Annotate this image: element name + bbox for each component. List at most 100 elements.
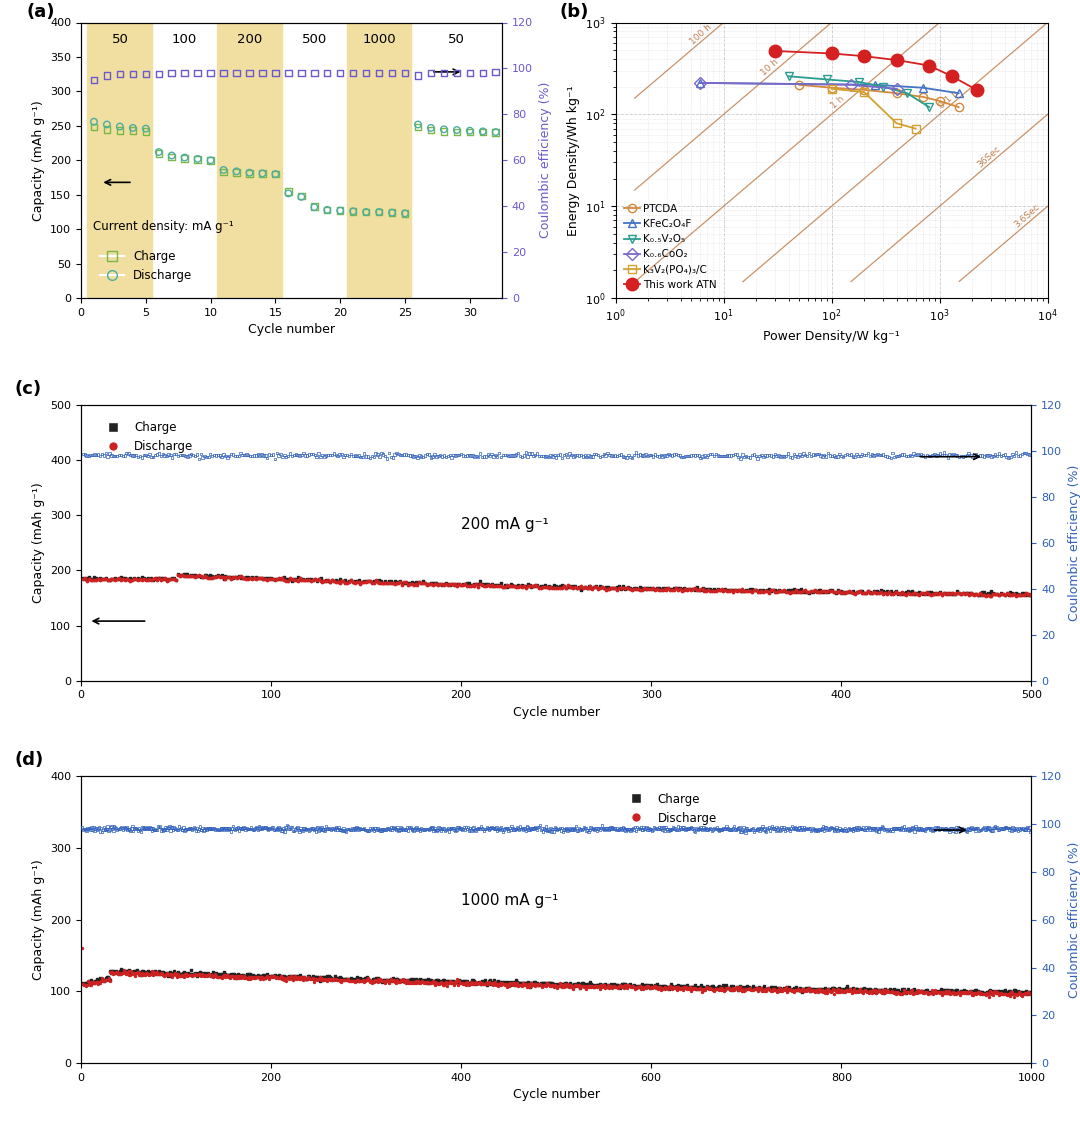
Point — [363, 573, 380, 591]
Point — [492, 574, 510, 592]
Point — [140, 818, 158, 836]
Point — [499, 820, 516, 838]
Point — [531, 975, 549, 993]
Point — [77, 974, 94, 992]
Point — [766, 820, 783, 838]
Point — [437, 448, 455, 466]
Point — [540, 820, 557, 838]
Point — [438, 972, 456, 990]
Point — [475, 576, 492, 594]
Point — [281, 820, 298, 838]
Point — [600, 979, 618, 997]
Point — [204, 963, 221, 981]
Point — [414, 971, 431, 989]
Point — [306, 820, 323, 838]
Point — [553, 819, 570, 837]
Point — [356, 972, 374, 990]
Point — [644, 979, 661, 997]
Point — [916, 983, 933, 1001]
Point — [346, 971, 363, 989]
Point — [404, 820, 421, 838]
Point — [876, 820, 893, 838]
Point — [185, 566, 202, 584]
Point — [702, 980, 719, 998]
Point — [1015, 444, 1032, 462]
Point — [335, 572, 352, 590]
Point — [190, 566, 207, 584]
Point — [137, 819, 154, 837]
K₀.₆CoO₂ — [890, 82, 903, 96]
Point — [104, 963, 121, 981]
Text: (b): (b) — [559, 3, 589, 21]
Point — [513, 576, 530, 594]
Point — [913, 584, 930, 602]
Point — [186, 966, 203, 984]
Point — [393, 971, 410, 989]
Point — [572, 820, 590, 838]
Point — [995, 819, 1012, 837]
Point — [600, 579, 618, 597]
Point — [315, 971, 333, 989]
Point — [960, 984, 977, 1002]
Point — [981, 584, 998, 602]
Point — [572, 975, 590, 993]
Point — [227, 968, 244, 986]
Point — [119, 821, 136, 839]
Point — [141, 819, 159, 837]
Point — [766, 980, 783, 998]
Point — [303, 969, 321, 987]
Point — [227, 969, 244, 987]
Point — [958, 822, 975, 840]
Point — [633, 975, 650, 993]
Point — [804, 821, 821, 839]
Point — [159, 819, 176, 837]
Point — [383, 972, 401, 990]
Point — [834, 980, 851, 998]
This work ATN — [825, 47, 838, 61]
Point — [346, 572, 363, 590]
Point — [935, 983, 953, 1001]
Point — [455, 974, 472, 992]
Point — [741, 980, 758, 998]
Point — [576, 818, 593, 836]
Point — [417, 974, 434, 992]
Point — [536, 820, 553, 838]
Point — [1013, 586, 1030, 604]
Point — [862, 982, 879, 1000]
Point — [365, 973, 382, 991]
Point — [569, 974, 586, 992]
Point — [675, 580, 692, 598]
Point — [267, 821, 284, 839]
Point — [305, 446, 322, 463]
Point — [697, 819, 714, 837]
Point — [283, 970, 300, 988]
Point — [505, 972, 523, 990]
Point — [206, 965, 224, 983]
Point — [645, 821, 662, 839]
Point — [513, 578, 530, 596]
Point — [887, 983, 904, 1001]
Point — [283, 570, 300, 588]
Point — [956, 983, 973, 1001]
Point — [87, 973, 105, 991]
Point — [631, 978, 648, 996]
Point — [151, 965, 168, 983]
Point — [297, 447, 314, 465]
Point — [990, 986, 1008, 1004]
Point — [252, 966, 269, 984]
Point — [680, 580, 698, 598]
Point — [122, 963, 139, 981]
Point — [388, 971, 405, 989]
Point — [752, 820, 769, 838]
Point — [218, 966, 235, 984]
Point — [440, 974, 457, 992]
Point — [733, 582, 751, 600]
Point — [469, 974, 486, 992]
Point — [890, 981, 907, 999]
Point — [441, 974, 458, 992]
Point — [993, 819, 1010, 837]
Point — [380, 575, 397, 593]
Point — [571, 979, 589, 997]
Point — [616, 580, 633, 598]
Point — [685, 579, 702, 597]
